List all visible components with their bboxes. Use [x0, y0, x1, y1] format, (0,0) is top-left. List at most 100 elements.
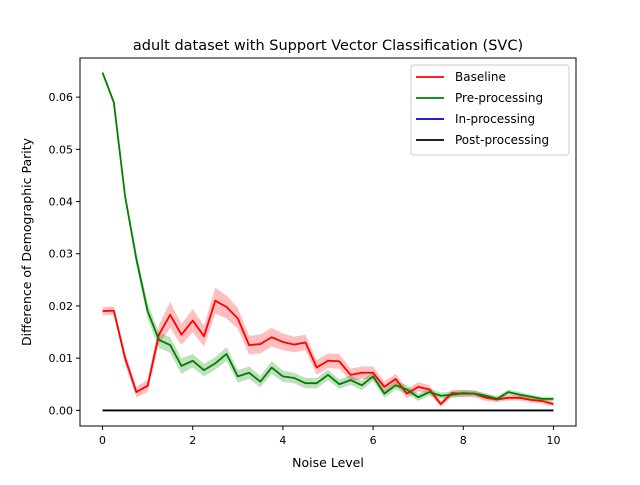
y-tick-label: 0.02 — [49, 300, 74, 313]
data-point-baseline — [169, 314, 171, 316]
axes: 0 2 4 6 8 10 0.00 0.01 0.02 0.03 0.04 0.05 0.06 — [49, 57, 577, 447]
data-point-baseline — [485, 397, 487, 399]
data-point-baseline — [372, 372, 374, 374]
data-point-post-processing — [113, 409, 115, 411]
data-point-baseline — [102, 310, 104, 312]
data-point-baseline — [259, 343, 261, 345]
data-point-baseline — [316, 367, 318, 369]
data-point-pre-processing — [113, 101, 115, 103]
x-tick-label: 10 — [546, 434, 560, 447]
data-point-pre-processing — [395, 384, 397, 386]
data-point-baseline — [440, 403, 442, 405]
data-point-baseline — [406, 393, 408, 395]
data-point-baseline — [327, 360, 329, 362]
data-point-post-processing — [147, 409, 149, 411]
data-point-post-processing — [316, 409, 318, 411]
data-point-baseline — [293, 344, 295, 346]
data-point-baseline — [203, 335, 205, 337]
data-point-baseline — [214, 300, 216, 302]
y-tick-label: 0.00 — [49, 404, 74, 417]
data-point-post-processing — [451, 409, 453, 411]
data-point-post-processing — [192, 409, 194, 411]
data-point-post-processing — [305, 409, 307, 411]
data-point-pre-processing — [124, 195, 126, 197]
data-point-post-processing — [169, 409, 171, 411]
legend-label-pre-processing: Pre-processing — [455, 91, 543, 105]
data-point-baseline — [361, 372, 363, 374]
x-tick-label: 0 — [99, 434, 106, 447]
data-point-pre-processing — [259, 381, 261, 383]
y-tick-label: 0.05 — [49, 143, 74, 156]
data-point-pre-processing — [327, 374, 329, 376]
data-point-post-processing — [102, 409, 104, 411]
data-point-post-processing — [519, 409, 521, 411]
data-point-post-processing — [158, 409, 160, 411]
data-point-pre-processing — [507, 391, 509, 393]
data-point-pre-processing — [553, 398, 555, 400]
data-point-post-processing — [181, 409, 183, 411]
data-point-pre-processing — [147, 310, 149, 312]
data-point-baseline — [417, 386, 419, 388]
data-point-post-processing — [496, 409, 498, 411]
data-point-pre-processing — [226, 353, 228, 355]
data-point-pre-processing — [496, 398, 498, 400]
y-tick-label: 0.01 — [49, 352, 74, 365]
data-point-post-processing — [541, 409, 543, 411]
data-point-pre-processing — [519, 394, 521, 396]
legend-label-in-processing: In-processing — [455, 112, 535, 126]
data-point-pre-processing — [293, 377, 295, 379]
data-point-post-processing — [248, 409, 250, 411]
data-point-post-processing — [135, 409, 137, 411]
x-tick-label: 2 — [189, 434, 196, 447]
legend: Baseline Pre-processing In-processing Post-… — [410, 64, 570, 156]
data-point-baseline — [541, 400, 543, 402]
data-point-pre-processing — [383, 393, 385, 395]
data-point-post-processing — [338, 409, 340, 411]
data-point-baseline — [338, 360, 340, 362]
legend-label-baseline: Baseline — [455, 70, 506, 84]
data-point-post-processing — [417, 409, 419, 411]
data-point-baseline — [181, 334, 183, 336]
plot-frame — [79, 57, 577, 427]
data-point-baseline — [383, 386, 385, 388]
data-point-post-processing — [553, 409, 555, 411]
data-point-baseline — [395, 378, 397, 380]
data-point-post-processing — [203, 409, 205, 411]
series-line-pre-processing — [101, 72, 554, 400]
data-point-pre-processing — [417, 396, 419, 398]
data-point-post-processing — [327, 409, 329, 411]
data-point-baseline — [305, 342, 307, 344]
data-point-pre-processing — [192, 360, 194, 362]
data-point-baseline — [282, 341, 284, 343]
data-point-post-processing — [259, 409, 261, 411]
data-point-baseline — [113, 310, 115, 312]
data-point-pre-processing — [248, 372, 250, 374]
data-point-post-processing — [429, 409, 431, 411]
data-point-post-processing — [293, 409, 295, 411]
data-point-baseline — [226, 306, 228, 308]
data-point-pre-processing — [305, 382, 307, 384]
data-point-baseline — [135, 391, 137, 393]
data-point-pre-processing — [271, 367, 273, 369]
legend-box — [410, 64, 570, 156]
data-point-post-processing — [395, 409, 397, 411]
chart-title: adult dataset with Support Vector Classi… — [133, 38, 523, 54]
data-point-pre-processing — [429, 391, 431, 393]
data-point-post-processing — [507, 409, 509, 411]
y-tick-label: 0.03 — [49, 248, 74, 261]
data-point-pre-processing — [451, 394, 453, 396]
data-point-post-processing — [462, 409, 464, 411]
data-point-pre-processing — [169, 344, 171, 346]
data-point-post-processing — [372, 409, 374, 411]
data-point-post-processing — [361, 409, 363, 411]
data-point-post-processing — [271, 409, 273, 411]
data-point-post-processing — [406, 409, 408, 411]
x-tick-label: 4 — [279, 434, 286, 447]
y-axis-label: Difference of Demographic Parity — [19, 137, 34, 346]
data-point-pre-processing — [316, 382, 318, 384]
series-lines — [101, 72, 555, 412]
data-point-pre-processing — [406, 389, 408, 391]
data-point-baseline — [350, 374, 352, 376]
